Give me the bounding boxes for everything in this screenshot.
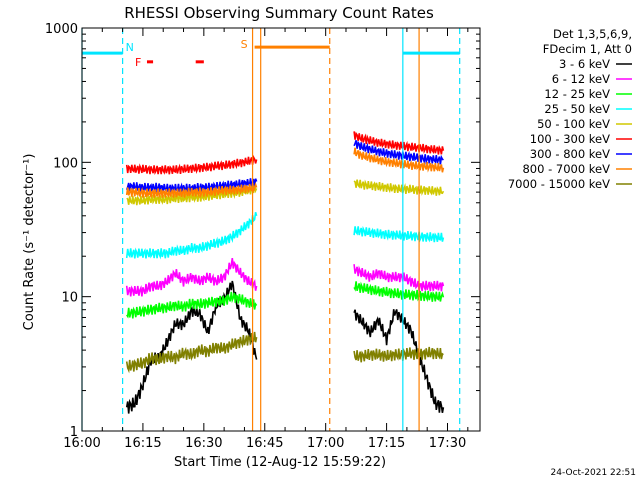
- legend-entry: 300 - 800 keV: [530, 147, 610, 161]
- y-tick-label: 1000: [45, 22, 78, 37]
- x-tick-label: 16:00: [63, 436, 100, 451]
- series-line: [353, 346, 444, 363]
- y-tick-label: 1: [70, 425, 78, 440]
- series-line: [125, 178, 258, 195]
- series-line: [353, 264, 445, 293]
- timestamp: 24-Oct-2021 22:51: [551, 468, 636, 478]
- legend-entry: 3 - 6 keV: [559, 57, 610, 71]
- x-tick-label: 16:45: [246, 436, 283, 451]
- series-line: [126, 291, 258, 319]
- legend: Det 1,3,5,6,9,FDecim 1, Att 03 - 6 keV6 …: [508, 27, 632, 191]
- series-line: [125, 257, 258, 297]
- x-axis-label: Start Time (12-Aug-12 15:59:22): [174, 455, 386, 470]
- legend-entry: 100 - 300 keV: [530, 132, 610, 146]
- y-tick-label: 10: [61, 291, 78, 306]
- series-line: [125, 211, 258, 260]
- x-tick-label: 17:00: [307, 436, 344, 451]
- series-line: [353, 147, 445, 173]
- legend-entry: 25 - 50 keV: [544, 102, 610, 116]
- series-line: [353, 309, 445, 413]
- plot-frame: [81, 27, 481, 432]
- x-tick-label: 17:15: [368, 436, 405, 451]
- x-tick-label: 16:15: [124, 436, 161, 451]
- flare-label: F: [135, 56, 141, 69]
- series-line: [125, 182, 258, 199]
- series-line: [353, 131, 445, 155]
- legend-entry: 12 - 25 keV: [544, 87, 610, 101]
- x-tick-label: 17:30: [429, 436, 466, 451]
- series-line: [353, 225, 445, 243]
- series-line: [353, 281, 445, 303]
- legend-entry: 7000 - 15000 keV: [508, 177, 610, 191]
- series-line: [125, 331, 258, 374]
- series-line: [353, 179, 445, 196]
- x-tick-label: 16:30: [185, 436, 222, 451]
- plot-area: [125, 131, 445, 414]
- series-line: [125, 154, 258, 175]
- y-axis-label: Count Rate (s⁻¹ detector⁻¹): [22, 154, 37, 331]
- night-label: N: [126, 41, 134, 54]
- legend-entry: 50 - 100 keV: [537, 117, 610, 131]
- saa-label: S: [241, 38, 248, 51]
- series-line: [353, 140, 444, 165]
- legend-entry: 800 - 7000 keV: [522, 162, 610, 176]
- chart-title: RHESSI Observing Summary Count Rates: [124, 4, 434, 22]
- y-tick-label: 100: [53, 156, 78, 171]
- axes: 16:00 16:15 16:30 16:45 17:00 17:15 17:30 1 10 10…: [45, 22, 481, 451]
- legend-header: Det 1,3,5,6,9,: [553, 27, 632, 41]
- legend-entry: 6 - 12 keV: [552, 72, 610, 86]
- legend-header: FDecim 1, Att 0: [543, 42, 632, 56]
